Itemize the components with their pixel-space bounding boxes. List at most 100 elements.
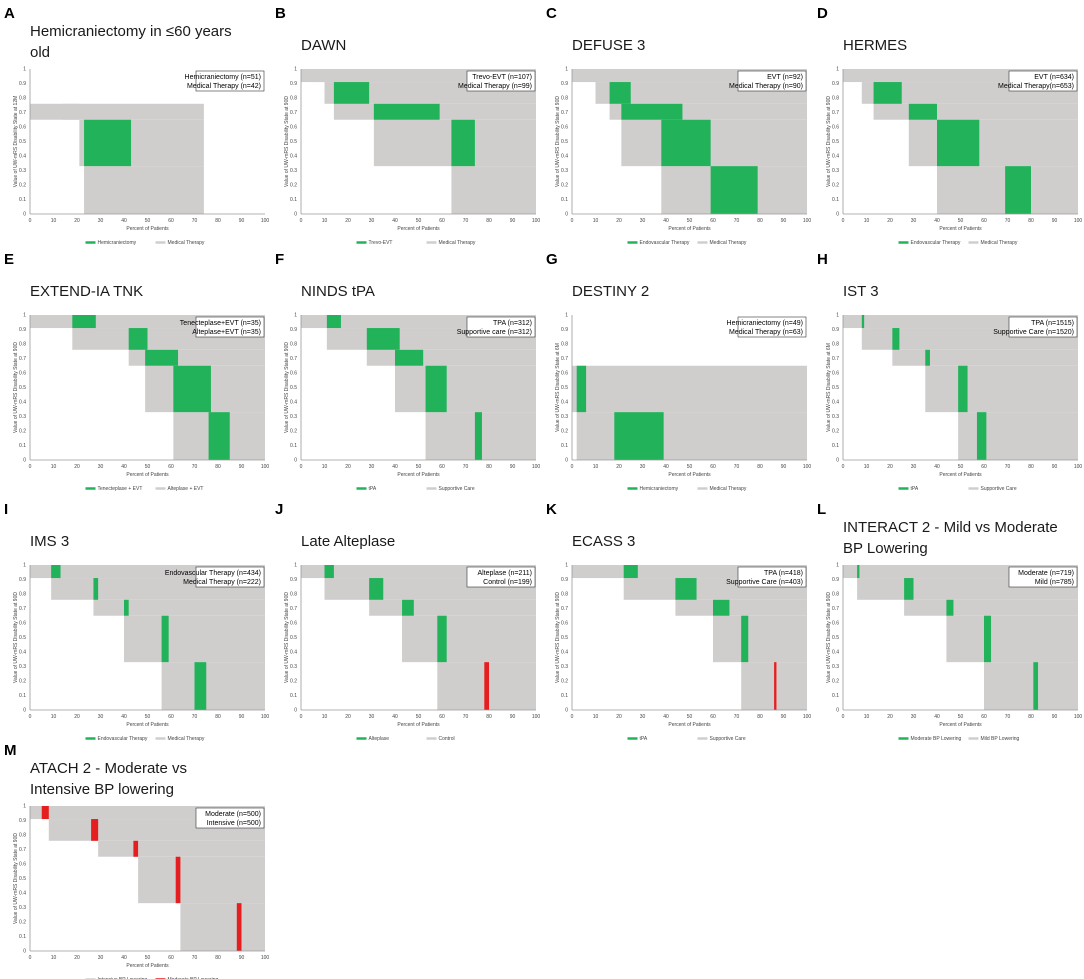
benefit-block bbox=[857, 565, 860, 579]
harm-block bbox=[175, 856, 181, 904]
legend-entry: Medical Therapy (n=222) bbox=[183, 579, 261, 586]
y-tick-label: 0.3 bbox=[561, 664, 568, 670]
benefit-block bbox=[84, 119, 132, 167]
y-tick-label: 0.6 bbox=[290, 125, 297, 131]
y-tick-label: 0.3 bbox=[832, 168, 839, 174]
x-tick-label: 20 bbox=[616, 218, 622, 224]
bottom-legend-label: Medical Therapy bbox=[710, 240, 747, 246]
x-tick-label: 30 bbox=[911, 218, 917, 224]
x-tick-label: 50 bbox=[145, 714, 151, 720]
x-tick-label: 0 bbox=[29, 955, 32, 961]
x-tick-label: 10 bbox=[593, 714, 599, 720]
y-tick-label: 0.9 bbox=[832, 577, 839, 583]
benefit-block bbox=[474, 412, 482, 460]
x-tick-label: 100 bbox=[803, 464, 812, 470]
x-tick-label: 50 bbox=[416, 218, 422, 224]
x-tick-label: 40 bbox=[663, 464, 669, 470]
y-tick-label: 0.3 bbox=[832, 664, 839, 670]
x-tick-label: 100 bbox=[1074, 464, 1083, 470]
x-tick-label: 80 bbox=[1028, 218, 1034, 224]
x-tick-label: 20 bbox=[345, 218, 351, 224]
y-tick-label: 0.1 bbox=[290, 443, 297, 449]
panel-letter: K bbox=[546, 501, 557, 518]
bottom-legend-label: Tenecteplase + EVT bbox=[98, 486, 143, 492]
benefit-block bbox=[675, 578, 697, 600]
panel-title: Hemicraniectomy in ≤60 years bbox=[30, 23, 232, 40]
y-tick-label: 0 bbox=[294, 212, 297, 218]
x-tick-label: 90 bbox=[781, 464, 787, 470]
y-tick-label: 0.5 bbox=[561, 385, 568, 391]
benefit-block bbox=[72, 315, 96, 329]
y-tick-label: 0.7 bbox=[19, 356, 26, 362]
bottom-legend-label: Medical Therapy bbox=[981, 240, 1018, 246]
y-axis-title: Value of UW-mRS Disability State at 90D bbox=[284, 342, 290, 433]
y-tick-label: 0.5 bbox=[19, 139, 26, 145]
benefit-block bbox=[946, 599, 954, 616]
x-tick-label: 10 bbox=[593, 218, 599, 224]
y-tick-label: 0 bbox=[294, 458, 297, 464]
x-tick-label: 80 bbox=[1028, 464, 1034, 470]
x-tick-label: 70 bbox=[734, 464, 740, 470]
control-step bbox=[84, 166, 204, 214]
y-tick-label: 0.2 bbox=[290, 429, 297, 435]
x-axis-title: Percent of Patients bbox=[126, 226, 169, 232]
y-tick-label: 0.6 bbox=[561, 371, 568, 377]
bottom-legend-label: Medical Therapy bbox=[439, 240, 476, 246]
x-tick-label: 40 bbox=[934, 218, 940, 224]
bottom-legend-label: Mild BP Lowering bbox=[981, 736, 1020, 742]
panel-title: DAWN bbox=[301, 37, 346, 54]
y-tick-label: 0.9 bbox=[290, 577, 297, 583]
y-tick-label: 0.7 bbox=[290, 110, 297, 116]
x-tick-label: 80 bbox=[1028, 714, 1034, 720]
x-axis-title: Percent of Patients bbox=[397, 722, 440, 728]
y-tick-label: 0.5 bbox=[832, 139, 839, 145]
x-tick-label: 60 bbox=[168, 218, 174, 224]
x-tick-label: 70 bbox=[734, 714, 740, 720]
panel-title: old bbox=[30, 44, 50, 61]
x-tick-label: 30 bbox=[98, 464, 104, 470]
bottom-legend-label: Endovascular Therapy bbox=[98, 736, 148, 742]
y-tick-label: 0 bbox=[836, 708, 839, 714]
bottom-legend-label: Trevo-EVT bbox=[369, 240, 393, 246]
y-tick-label: 0.4 bbox=[19, 154, 26, 160]
x-tick-label: 10 bbox=[593, 464, 599, 470]
benefit-block bbox=[208, 412, 230, 460]
y-tick-label: 1 bbox=[23, 67, 26, 73]
panel-l: L INTERACT 2 - Mild vs Moderate BP Lowerin… bbox=[817, 501, 1082, 742]
x-tick-label: 40 bbox=[121, 218, 127, 224]
y-tick-label: 0.4 bbox=[19, 650, 26, 656]
x-tick-label: 80 bbox=[486, 714, 492, 720]
y-tick-label: 0.6 bbox=[290, 621, 297, 627]
y-tick-label: 0.8 bbox=[561, 96, 568, 102]
legend-entry: Medical Therapy (n=90) bbox=[729, 83, 803, 90]
y-tick-label: 0.6 bbox=[832, 371, 839, 377]
y-tick-label: 0.1 bbox=[290, 693, 297, 699]
y-tick-label: 0.7 bbox=[561, 606, 568, 612]
benefit-block bbox=[661, 119, 711, 167]
y-tick-label: 0.8 bbox=[561, 342, 568, 348]
y-axis-title: Value of UW-mRS Disability State at 90D bbox=[13, 592, 19, 683]
x-tick-label: 50 bbox=[145, 218, 151, 224]
control-step bbox=[138, 856, 265, 904]
benefit-block bbox=[145, 349, 179, 366]
benefit-block bbox=[741, 615, 749, 663]
y-tick-label: 0.2 bbox=[19, 679, 26, 685]
legend-box bbox=[466, 566, 536, 588]
legend-box bbox=[195, 566, 265, 588]
panel-letter: J bbox=[275, 501, 283, 518]
y-tick-label: 0.6 bbox=[290, 371, 297, 377]
bottom-legend-label: Supportive Care bbox=[981, 486, 1017, 492]
y-tick-label: 0 bbox=[836, 212, 839, 218]
x-tick-label: 80 bbox=[757, 464, 763, 470]
y-tick-label: 0.6 bbox=[19, 371, 26, 377]
x-tick-label: 80 bbox=[215, 218, 221, 224]
y-tick-label: 0.5 bbox=[832, 385, 839, 391]
y-tick-label: 0.9 bbox=[561, 327, 568, 333]
bottom-legend-label: Control bbox=[439, 736, 455, 742]
y-tick-label: 0.1 bbox=[561, 443, 568, 449]
legend-entry: Alteplase+EVT (n=35) bbox=[192, 329, 261, 336]
y-tick-label: 0.6 bbox=[19, 621, 26, 627]
x-tick-label: 50 bbox=[416, 464, 422, 470]
